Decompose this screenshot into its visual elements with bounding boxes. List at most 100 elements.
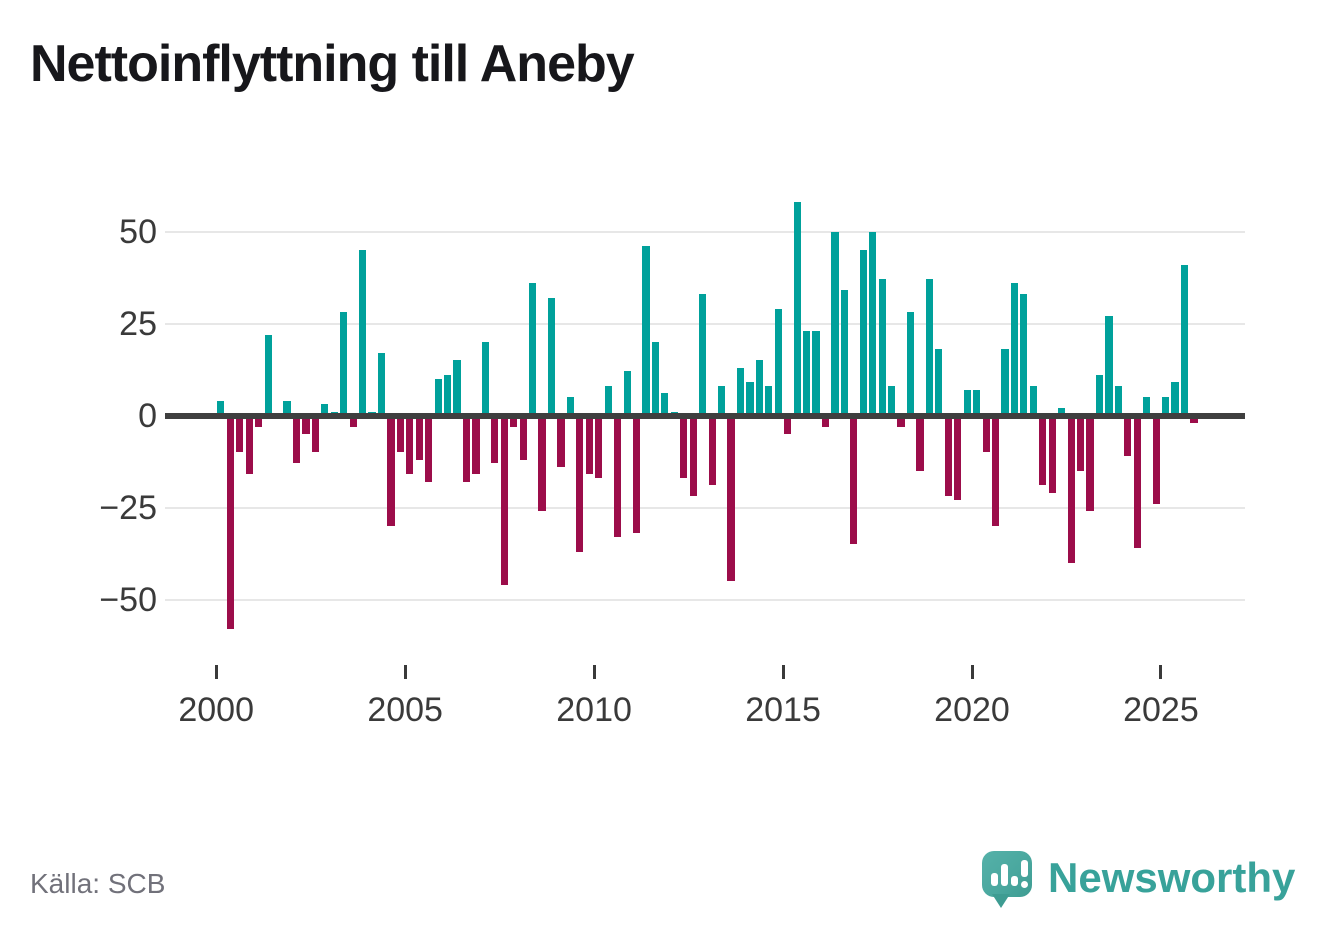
bar-quarter-18	[387, 415, 395, 526]
bar-quarter-40	[595, 415, 603, 479]
bar-quarter-61	[793, 202, 801, 416]
bar-quarter-88	[1048, 415, 1056, 493]
speech-bubble-bar-chart-exclamation-icon	[982, 851, 1032, 897]
bar-quarter-79	[963, 389, 971, 416]
newsworthy-logo: Newsworthy	[982, 846, 1302, 926]
bar-quarter-51	[699, 294, 707, 416]
x-axis-tick-mark-2010	[592, 665, 596, 679]
bar-quarter-68	[859, 249, 867, 416]
bar-quarter-20	[406, 415, 414, 475]
bar-quarter-71	[888, 386, 896, 416]
bar-quarter-26	[462, 415, 471, 482]
bar-quarter-60	[784, 415, 792, 434]
bar-quarter-95	[1114, 386, 1122, 416]
bar-quarter-53	[717, 386, 726, 416]
bar-quarter-1	[226, 415, 234, 629]
bar-quarter-83	[1001, 349, 1009, 416]
x-axis-tick-mark-2020	[970, 665, 974, 679]
bar-quarter-66	[840, 290, 848, 416]
bar-quarter-50	[689, 415, 697, 497]
bar-quarter-10	[311, 415, 319, 453]
bar-quarter-11	[321, 404, 329, 416]
x-axis-tick-label: 2015	[745, 691, 821, 729]
bar-quarter-93	[1095, 375, 1104, 416]
bar-quarter-49	[680, 415, 688, 479]
bar-quarter-91	[1076, 415, 1085, 471]
logo-bar-2	[1001, 864, 1008, 886]
bar-quarter-8	[292, 415, 301, 464]
bar-quarter-28	[481, 341, 489, 416]
speech-bubble-tail	[992, 894, 1010, 908]
bar-quarter-84	[1010, 283, 1019, 416]
x-axis-tick-label: 2005	[367, 691, 443, 729]
x-axis-tick-mark-2025	[1159, 665, 1163, 679]
bar-quarter-58	[765, 386, 773, 416]
bar-quarter-72	[897, 415, 905, 427]
bar-quarter-13	[340, 312, 348, 416]
bar-quarter-74	[916, 415, 924, 471]
bar-quarter-34	[538, 415, 546, 512]
bar-quarter-94	[1105, 316, 1113, 416]
bar-quarter-54	[727, 415, 735, 582]
zero-axis-line	[165, 412, 1245, 419]
bar-quarter-17	[377, 352, 386, 416]
y-axis-tick-label: −25	[99, 488, 157, 527]
bar-quarter-86	[1029, 386, 1037, 416]
bar-quarter-36	[557, 415, 565, 468]
bar-quarter-89	[1058, 408, 1066, 416]
bar-quarter-97	[1133, 415, 1141, 548]
bar-quarter-29	[491, 415, 499, 464]
bar-quarter-55	[736, 367, 745, 416]
x-axis-tick-label: 2000	[178, 691, 254, 729]
bar-quarter-100	[1162, 397, 1170, 416]
y-axis-tick-label: 0	[138, 396, 157, 435]
bar-quarter-56	[746, 382, 754, 416]
bar-quarter-85	[1020, 294, 1028, 416]
bar-quarter-23	[434, 378, 442, 416]
bar-quarter-35	[547, 297, 556, 416]
bar-quarter-46	[651, 341, 660, 416]
bar-quarter-22	[425, 415, 433, 482]
bar-quarter-77	[944, 415, 952, 497]
gridline-y--50	[165, 598, 1245, 601]
bar-quarter-101	[1171, 382, 1179, 416]
bar-quarter-69	[869, 231, 877, 416]
bar-quarter-7	[283, 400, 291, 416]
bar-quarter-80	[973, 389, 981, 416]
bar-quarter-4	[255, 415, 263, 427]
bar-quarter-82	[991, 415, 1000, 526]
bar-quarter-99	[1152, 415, 1160, 504]
bar-quarter-87	[1039, 415, 1047, 486]
bar-quarter-92	[1086, 415, 1094, 512]
bar-quarter-65	[831, 231, 839, 416]
bar-quarter-21	[415, 415, 423, 460]
bar-quarter-59	[774, 308, 782, 416]
logo-bar-1	[991, 873, 998, 886]
bar-quarter-57	[755, 360, 763, 416]
bar-quarter-5	[264, 334, 272, 416]
bar-quarter-73	[906, 312, 915, 416]
bar-quarter-25	[453, 360, 461, 416]
bar-quarter-38	[576, 415, 584, 552]
bar-quarter-33	[529, 283, 537, 416]
bar-quarter-70	[878, 279, 886, 416]
chart-title: Nettoinflyttning till Aneby	[30, 35, 635, 93]
bar-quarter-27	[472, 415, 480, 475]
bar-quarter-37	[566, 397, 575, 416]
logo-exclamation-stem	[1021, 860, 1028, 877]
bar-quarter-9	[302, 415, 310, 434]
bar-quarter-43	[623, 371, 631, 416]
bar-quarter-41	[604, 386, 612, 416]
bar-quarter-39	[585, 415, 593, 475]
bar-quarter-76	[935, 349, 943, 416]
bar-quarter-47	[661, 393, 669, 416]
logo-exclamation-dot	[1021, 881, 1028, 888]
bar-quarter-44	[632, 415, 641, 534]
bar-quarter-15	[359, 249, 367, 416]
source-note: Källa: SCB	[30, 868, 166, 899]
bar-quarter-103	[1190, 415, 1198, 423]
bar-quarter-75	[925, 279, 933, 416]
y-axis-tick-label: 25	[119, 304, 157, 343]
